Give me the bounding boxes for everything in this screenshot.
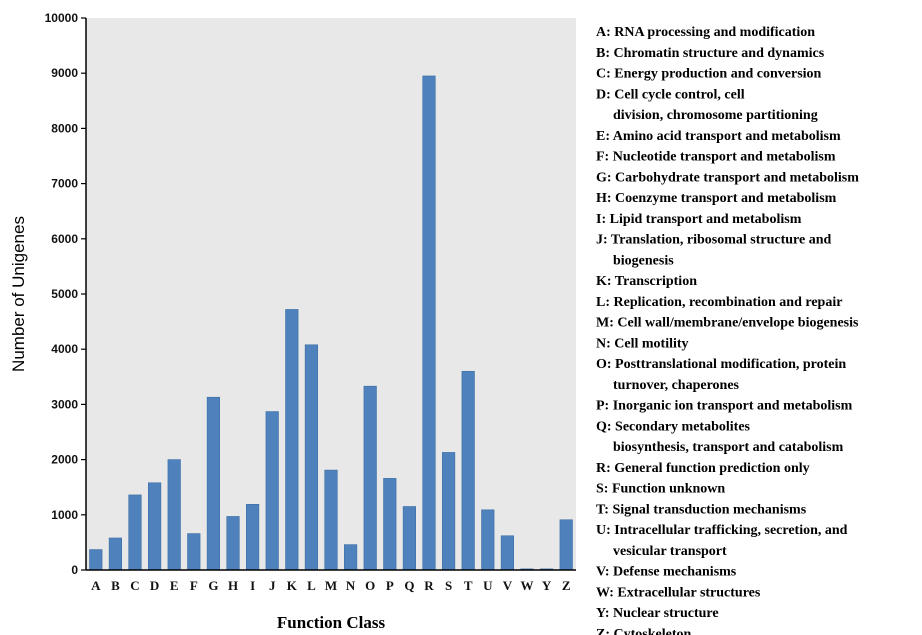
legend-entry-continuation: biosynthesis, transport and catabolism: [613, 440, 844, 455]
x-tick-label: D: [150, 578, 159, 593]
legend-entry: T: Signal transduction mechanisms: [596, 502, 807, 517]
x-tick-label: T: [464, 578, 473, 593]
legend: A: RNA processing and modification B: Chr…: [596, 25, 859, 635]
x-tick-label: U: [483, 578, 493, 593]
x-tick-label: Y: [542, 578, 552, 593]
bar-L: [304, 344, 318, 571]
legend-entry: W: Extracellular structures: [596, 585, 761, 600]
y-tick-label: 2000: [51, 453, 78, 467]
legend-entry: U: Intracellular trafficking, secretion,…: [596, 523, 848, 538]
bar-D: [148, 482, 162, 571]
legend-entry: O: Posttranslational modification, prote…: [596, 357, 846, 372]
x-tick-label: F: [190, 578, 198, 593]
legend-entry: N: Cell motility: [596, 336, 689, 351]
bar-T: [461, 370, 475, 571]
bar-A: [89, 549, 103, 571]
bar-Z: [559, 519, 573, 571]
x-tick-label: V: [503, 578, 513, 593]
x-tick-label: R: [424, 578, 434, 593]
x-tick-label: W: [521, 578, 534, 593]
legend-entry-continuation: turnover, chaperones: [613, 378, 740, 393]
legend-entry: E: Amino acid transport and metabolism: [596, 129, 841, 144]
x-tick-label: I: [250, 578, 255, 593]
legend-entry: Z: Cytoskeleton: [596, 627, 691, 635]
y-axis-title: Number of Unigenes: [9, 216, 28, 372]
bar-O: [363, 385, 377, 571]
x-tick-label: B: [111, 578, 120, 593]
x-tick-label: Z: [562, 578, 571, 593]
legend-entry: F: Nucleotide transport and metabolism: [596, 150, 836, 165]
legend-entry: Y: Nuclear structure: [596, 606, 719, 621]
y-tick-label: 3000: [51, 397, 78, 411]
x-tick-label: A: [91, 578, 101, 593]
bar-M: [324, 469, 338, 571]
y-ticks-group: 0 1000 2000 3000 4000 5000 6000 7000 8000 9000 100…: [45, 11, 86, 577]
legend-entry: C: Energy production and conversion: [596, 67, 822, 82]
legend-entry: P: Inorganic ion transport and metabolis…: [596, 399, 853, 414]
legend-entry: D: Cell cycle control, cell: [596, 87, 745, 102]
legend-entry: H: Coenzyme transport and metabolism: [596, 191, 837, 206]
x-tick-label: M: [325, 578, 337, 593]
x-tick-label: L: [307, 578, 316, 593]
legend-entry: R: General function prediction only: [596, 461, 810, 476]
x-tick-label: H: [228, 578, 238, 593]
bar-F: [187, 533, 201, 571]
legend-entry: V: Defense mechanisms: [596, 565, 737, 580]
x-tick-label: K: [287, 578, 298, 593]
x-tick-label: O: [365, 578, 375, 593]
x-tick-label: E: [170, 578, 179, 593]
x-tick-label: G: [208, 578, 218, 593]
y-tick-label: 1000: [51, 508, 78, 522]
bar-U: [481, 509, 495, 571]
bar-H: [226, 516, 240, 571]
y-tick-label: 0: [71, 563, 78, 577]
legend-entry: L: Replication, recombination and repair: [596, 295, 842, 310]
bar-V: [500, 535, 514, 571]
bar-S: [442, 452, 456, 571]
x-tick-label: S: [445, 578, 452, 593]
legend-entry: J: Translation, ribosomal structure and: [596, 233, 832, 248]
bar-K: [285, 309, 299, 571]
x-tick-label: Q: [404, 578, 414, 593]
bar-I: [246, 504, 260, 571]
x-tick-label: P: [386, 578, 394, 593]
y-tick-label: 9000: [51, 66, 78, 80]
y-tick-label: 5000: [51, 287, 78, 301]
bar-C: [128, 494, 142, 571]
bar-E: [167, 459, 181, 571]
y-tick-label: 10000: [45, 11, 79, 25]
bar-N: [344, 544, 358, 571]
legend-entry-continuation: vesicular transport: [613, 544, 727, 559]
legend-entry: A: RNA processing and modification: [596, 25, 815, 40]
x-tick-label: C: [130, 578, 139, 593]
x-tick-label: J: [269, 578, 276, 593]
y-tick-label: 7000: [51, 177, 78, 191]
bar-Q: [402, 506, 416, 571]
bar-R: [422, 75, 436, 571]
legend-entry: S: Function unknown: [596, 482, 725, 497]
legend-entry: B: Chromatin structure and dynamics: [596, 46, 825, 61]
legend-entry: K: Transcription: [596, 274, 697, 289]
bar-J: [265, 411, 279, 571]
legend-entry-continuation: division, chromosome partitioning: [613, 108, 818, 123]
bar-B: [108, 537, 122, 571]
bar-P: [383, 478, 397, 571]
bar-G: [206, 396, 220, 571]
legend-entry: M: Cell wall/membrane/envelope biogenesi…: [596, 316, 859, 331]
y-tick-label: 8000: [51, 121, 78, 135]
bars-group: [89, 75, 573, 571]
legend-entry-continuation: biogenesis: [613, 253, 674, 268]
legend-entry: I: Lipid transport and metabolism: [596, 212, 802, 227]
y-tick-label: 4000: [51, 342, 78, 356]
x-tick-label: N: [346, 578, 356, 593]
x-axis-title: Function Class: [277, 613, 386, 632]
legend-entry: G: Carbohydrate transport and metabolism: [596, 170, 859, 185]
y-tick-label: 6000: [51, 232, 78, 246]
legend-entry: Q: Secondary metabolites: [596, 419, 751, 434]
